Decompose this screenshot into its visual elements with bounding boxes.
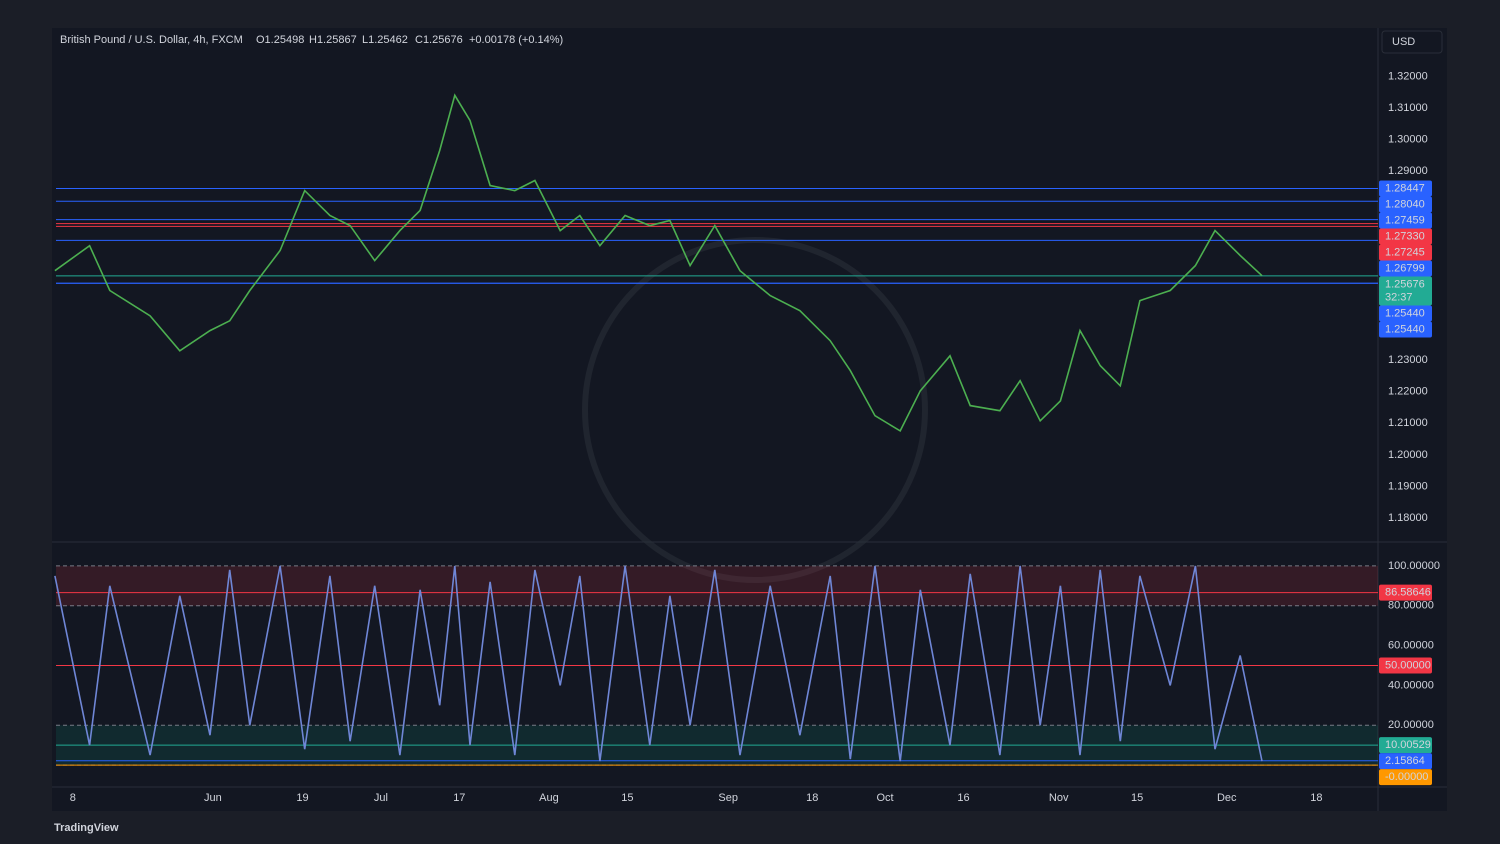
x-tick-label: 19 bbox=[296, 792, 308, 804]
symbol: British Pound / U.S. Dollar, 4h, FXCM bbox=[60, 34, 243, 46]
price-label-bg bbox=[1379, 180, 1432, 197]
y-tick-label: 1.31000 bbox=[1388, 102, 1428, 114]
price-label-bg bbox=[1379, 753, 1432, 770]
y-tick-label: 60.00000 bbox=[1388, 639, 1434, 651]
change: +0.00178 (+0.14%) bbox=[469, 34, 563, 46]
x-tick-label: 18 bbox=[806, 792, 818, 804]
y-tick-label: 100.00000 bbox=[1388, 560, 1440, 572]
currency-button[interactable] bbox=[1381, 30, 1443, 54]
y-tick-label: 40.00000 bbox=[1388, 679, 1434, 691]
brand: TradingView bbox=[54, 822, 119, 834]
currency[interactable]: USD bbox=[1392, 36, 1415, 48]
price-label-bg bbox=[1379, 657, 1432, 674]
price-label-bg bbox=[1379, 305, 1432, 322]
close: C1.25676 bbox=[415, 34, 463, 46]
x-tick-label: 16 bbox=[957, 792, 969, 804]
x-tick-label: Aug bbox=[539, 792, 559, 804]
y-tick-label: 1.20000 bbox=[1388, 449, 1428, 461]
price-label-bg bbox=[1379, 321, 1432, 338]
x-tick-label: Jun bbox=[204, 792, 222, 804]
y-tick-label: 1.18000 bbox=[1388, 512, 1428, 524]
y-tick-label: 1.23000 bbox=[1388, 354, 1428, 366]
price-label: 86.58646 bbox=[1385, 587, 1431, 599]
price-label: 1.28447 bbox=[1385, 182, 1425, 194]
price-label-bg bbox=[1379, 212, 1432, 229]
price-label-bg bbox=[1379, 196, 1432, 213]
x-tick-label: 15 bbox=[1131, 792, 1143, 804]
x-tick-label: Dec bbox=[1217, 792, 1237, 804]
price-label: 2.15864 bbox=[1385, 755, 1425, 767]
y-tick-label: 1.19000 bbox=[1388, 480, 1428, 492]
open: O1.25498 bbox=[256, 34, 304, 46]
price-label-bg bbox=[1379, 260, 1432, 277]
price-label: 1.25676 bbox=[1385, 278, 1425, 290]
price-label: 1.28040 bbox=[1385, 198, 1425, 210]
price-label: 1.27459 bbox=[1385, 214, 1425, 226]
price-label: 10.00529 bbox=[1385, 739, 1431, 751]
price-label: 1.27330 bbox=[1385, 230, 1425, 242]
y-tick-label: 1.32000 bbox=[1388, 70, 1428, 82]
x-tick-label: 8 bbox=[70, 792, 76, 804]
price-label: 1.26799 bbox=[1385, 262, 1425, 274]
y-tick-label: 1.30000 bbox=[1388, 133, 1428, 145]
x-tick-label: Oct bbox=[876, 792, 893, 804]
series-line bbox=[54, 93, 1263, 433]
x-tick-label: 17 bbox=[453, 792, 465, 804]
price-label-bg bbox=[1379, 584, 1432, 601]
price-label-bg bbox=[1379, 737, 1432, 754]
countdown: 32:37 bbox=[1385, 291, 1413, 303]
x-tick-label: 18 bbox=[1310, 792, 1322, 804]
x-tick-label: 15 bbox=[621, 792, 633, 804]
y-tick-label: 80.00000 bbox=[1388, 600, 1434, 612]
price-label-bg bbox=[1379, 769, 1432, 786]
chart-frame bbox=[52, 28, 1447, 811]
high: H1.25867 bbox=[309, 34, 357, 46]
price-label: 50.00000 bbox=[1385, 659, 1431, 671]
price-label-bg bbox=[1379, 228, 1432, 245]
series-line bbox=[54, 565, 1263, 762]
low: L1.25462 bbox=[362, 34, 408, 46]
price-label: -0.00000 bbox=[1385, 771, 1428, 783]
x-tick-label: Nov bbox=[1049, 792, 1069, 804]
price-label: 1.25440 bbox=[1385, 307, 1425, 319]
x-tick-label: Sep bbox=[718, 792, 738, 804]
price-label: 1.25440 bbox=[1385, 323, 1425, 335]
y-tick-label: 1.29000 bbox=[1388, 165, 1428, 177]
y-tick-label: 1.21000 bbox=[1388, 417, 1428, 429]
price-label-bg bbox=[1379, 244, 1432, 261]
price-label-bg bbox=[1379, 276, 1432, 306]
y-tick-label: 20.00000 bbox=[1388, 719, 1434, 731]
y-tick-label: 1.22000 bbox=[1388, 386, 1428, 398]
price-label: 1.27245 bbox=[1385, 246, 1425, 258]
x-tick-label: Jul bbox=[374, 792, 388, 804]
